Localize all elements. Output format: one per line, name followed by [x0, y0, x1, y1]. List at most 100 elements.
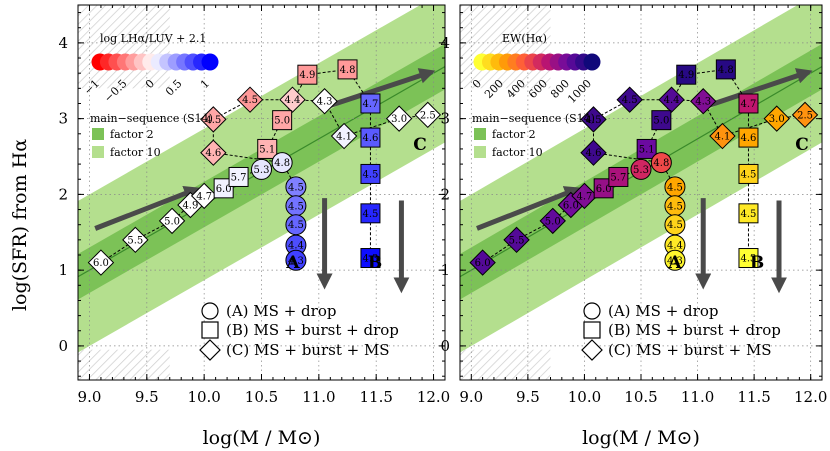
square-marker — [738, 127, 759, 148]
track-arrow — [476, 186, 581, 231]
x-tick-label: 9.0 — [78, 388, 102, 406]
shared-track-point: 4.8 — [271, 152, 293, 174]
track-a-point: 4.5 — [664, 195, 686, 217]
shared-track-point: 5.0 — [539, 207, 566, 235]
marker-label: 5.0 — [274, 116, 290, 127]
legend-swatch-factor-2 — [474, 128, 486, 140]
hatched-region-top — [78, 5, 170, 89]
track-letter-a: A — [285, 253, 300, 273]
circle-marker — [650, 152, 672, 174]
diamond-marker — [616, 86, 643, 113]
marker-label: 4.9 — [678, 70, 694, 81]
track-c-point: 2.5 — [414, 101, 442, 129]
legend-square-icon — [583, 321, 601, 339]
track-b-point: 4.3 — [738, 248, 759, 269]
track-arrow — [702, 68, 813, 110]
marker-label: 4.3 — [695, 97, 711, 108]
marker-label: 6.0 — [475, 258, 491, 269]
diamond-marker — [158, 207, 186, 235]
track-a-point: 4.5 — [664, 214, 686, 236]
track-arrow — [94, 186, 201, 231]
shared-track-point: 6.0 — [87, 249, 115, 276]
track-b-point: 4.7 — [360, 93, 381, 114]
marker-label: 4.3 — [363, 254, 379, 265]
shared-track-point: 5.5 — [122, 226, 149, 254]
square-marker — [738, 163, 759, 184]
x-axis-label: log(M / M⊙) — [203, 427, 321, 449]
x-tick-label: 11.0 — [681, 388, 714, 406]
marker-label: 5.0 — [653, 116, 669, 127]
x-tick-label: 11.5 — [737, 388, 770, 406]
diamond-marker — [236, 86, 264, 113]
track-c-point: 4.6 — [200, 139, 227, 166]
diamond-marker — [200, 106, 227, 133]
marker-label: 6.0 — [216, 184, 232, 195]
y-tick-label: 4 — [440, 34, 450, 52]
track-b-point: 4.5 — [360, 203, 381, 224]
colorbar-tick-label: 1 — [198, 77, 212, 91]
track-b-point: 4.5 — [360, 163, 381, 184]
marker-label: 4.1 — [336, 132, 352, 143]
legend-label-c: (C) MS + burst + MS — [226, 341, 390, 359]
track-b-point: 5.1 — [257, 138, 278, 159]
legend-swatch-factor-2 — [92, 128, 104, 140]
diamond-marker — [791, 101, 819, 129]
ms-legend: main−sequence (S14) factor 2 factor 10 — [90, 112, 213, 159]
diamond-marker — [709, 122, 736, 150]
left-panel: 4.6 4.5 4.5 4.4 4.3 4.1 3.0 2.5 5.1 5.0 4.9 4.8 4.7 4… — [58, 4, 450, 449]
legend-label-factor-10: factor 10 — [492, 146, 543, 159]
track-letter-b: B — [750, 253, 764, 273]
track-line-b — [646, 68, 749, 259]
square-marker — [337, 59, 358, 80]
diamond-marker — [279, 86, 306, 113]
track-line-b — [266, 68, 371, 259]
diamond-marker — [763, 105, 790, 132]
track-c-point: 4.5 — [236, 86, 264, 113]
scenario-legend: (A) MS + drop(B) MS + burst + drop (C) MS… — [581, 302, 781, 361]
track-c-point: 4.3 — [690, 88, 717, 115]
marker-label: 4.8 — [340, 65, 356, 76]
track-b-point: 5.0 — [651, 110, 672, 131]
diamond-marker — [385, 105, 413, 132]
marker-label: 4.5 — [667, 201, 683, 212]
track-c-point: 3.0 — [385, 105, 413, 132]
x-tick-label: 9.5 — [516, 388, 540, 406]
marker-label: 4.3 — [288, 256, 304, 267]
y-tick-label: 2 — [440, 185, 450, 203]
marker-label: 4.1 — [714, 132, 730, 143]
legend-swatch-factor-10 — [92, 146, 104, 158]
marker-label: 4.4 — [285, 95, 301, 106]
legend-label-a: (A) MS + drop — [608, 302, 718, 320]
shared-track-point: 6.0 — [469, 249, 496, 276]
legend-label-b: (B) MS + burst + drop — [226, 321, 399, 339]
marker-label: 6.0 — [596, 184, 612, 195]
y-tick-label: 1 — [58, 261, 68, 279]
marker-label: 4.9 — [299, 70, 315, 81]
x-tick-label: 11.0 — [302, 388, 335, 406]
track-b-point: 4.5 — [738, 203, 759, 224]
track-a-point: 4.5 — [664, 176, 686, 198]
marker-label: 4.5 — [363, 169, 379, 180]
diamond-marker — [658, 86, 685, 113]
track-arrow — [323, 68, 436, 110]
y-tick-label: 3 — [58, 110, 68, 128]
square-marker — [213, 178, 234, 199]
marker-label: 4.5 — [667, 220, 683, 231]
x-tick-label: 12.0 — [794, 388, 827, 406]
track-b-point: 4.8 — [337, 59, 358, 80]
y-tick-label: 0 — [440, 337, 450, 355]
colorbar-title: EW(Hα) — [502, 32, 547, 45]
track-a-point: 4.3 — [285, 249, 307, 271]
marker-label: 6.0 — [563, 201, 579, 212]
square-marker — [738, 203, 759, 224]
track-b-point: 4.9 — [297, 64, 318, 85]
marker-label: 5.0 — [164, 216, 180, 227]
marker-label: 4.8 — [653, 158, 669, 169]
marker-label: 5.7 — [610, 172, 626, 183]
marker-label: 4.5 — [667, 182, 683, 193]
y-axis-label: log(SFR) from Hα — [9, 139, 31, 311]
marker-label: 5.1 — [639, 144, 655, 155]
track-c-point: 4.3 — [311, 88, 338, 115]
marker-label: 4.6 — [205, 148, 221, 159]
